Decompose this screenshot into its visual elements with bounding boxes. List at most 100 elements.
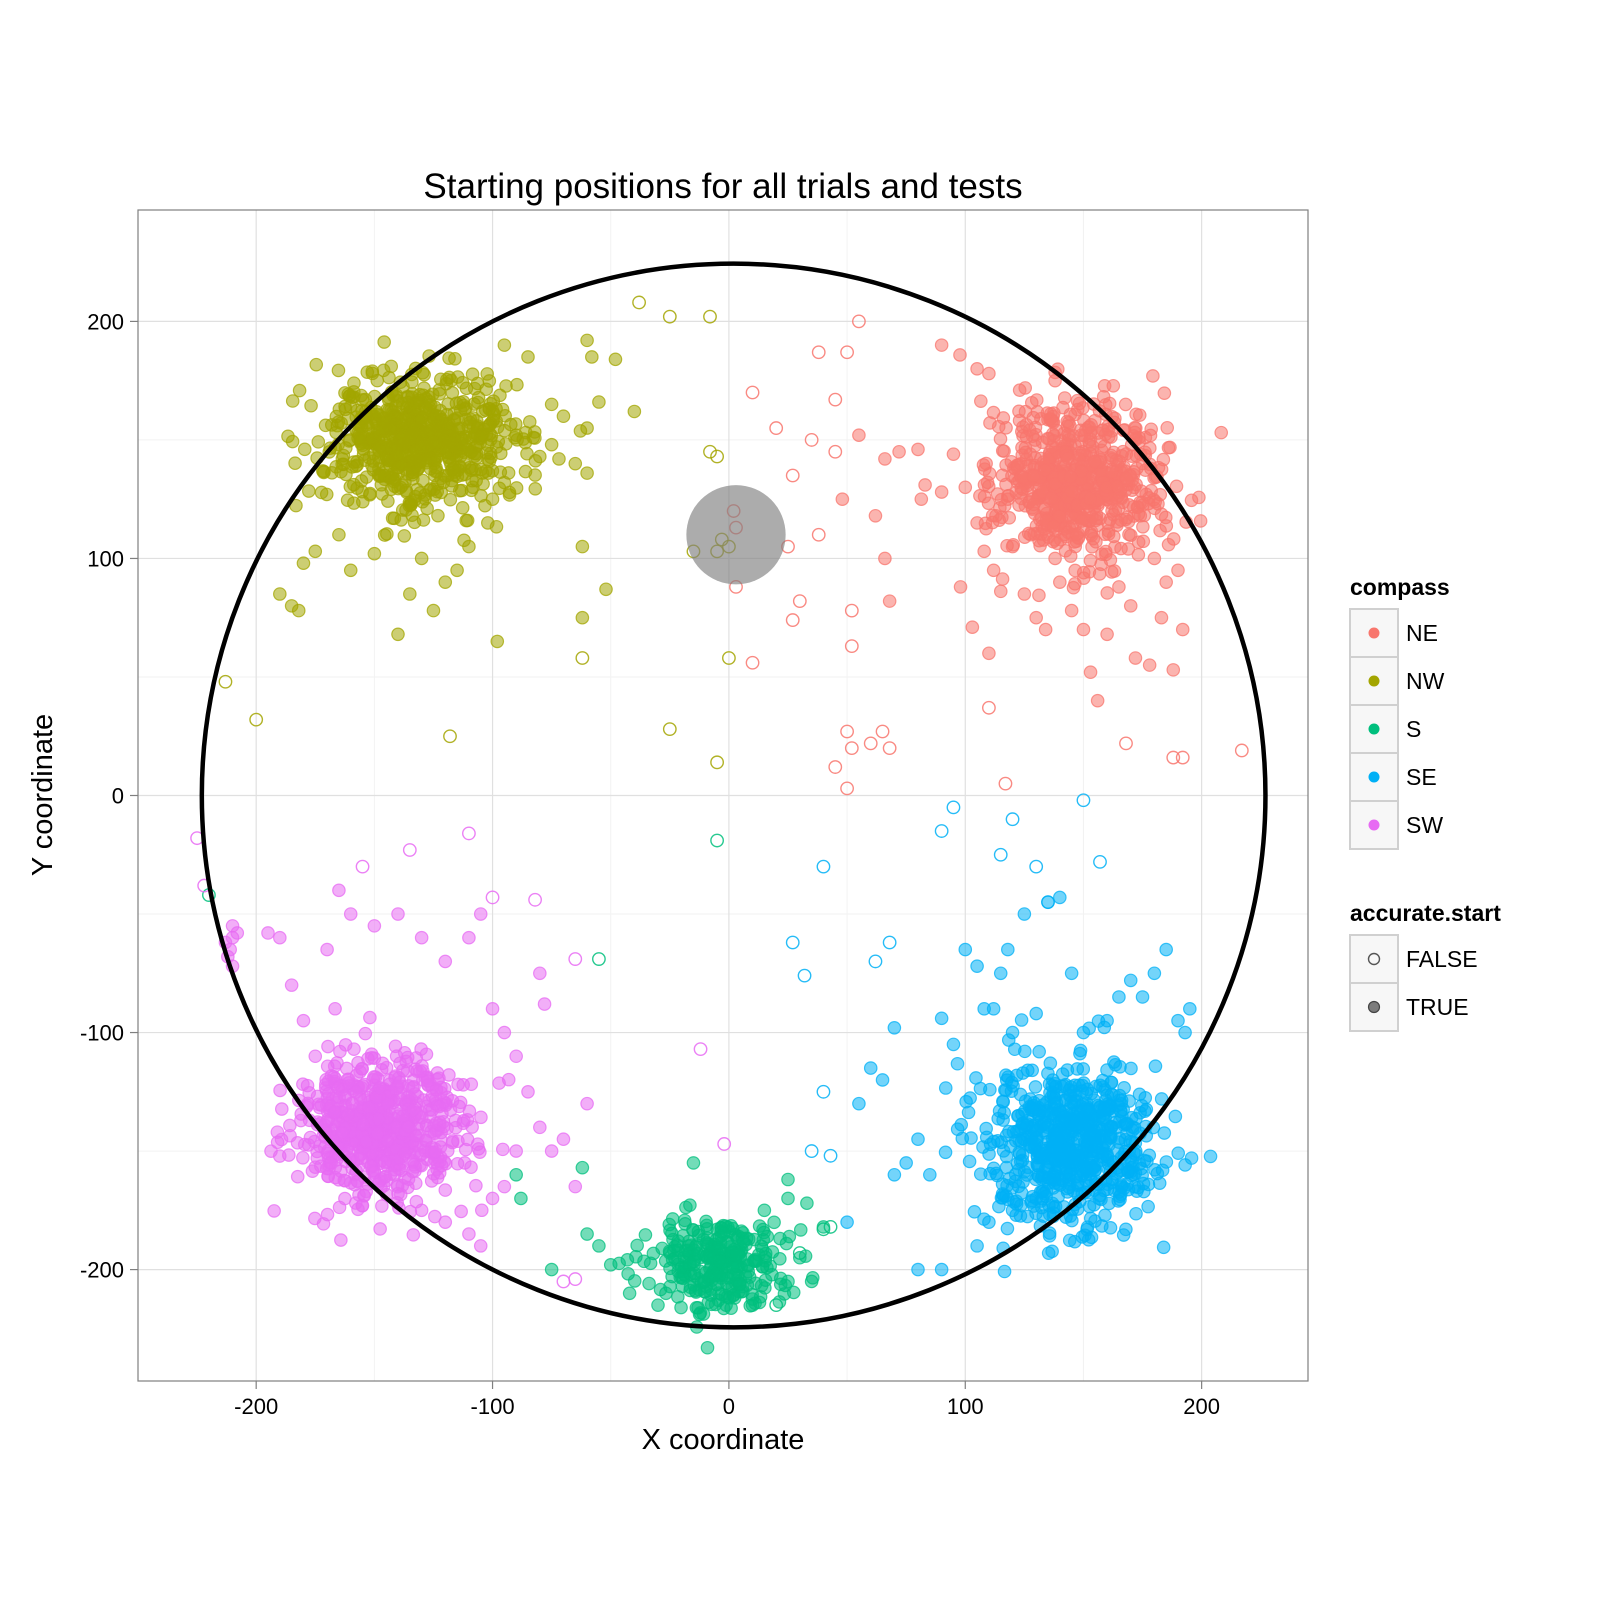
series-ne [726,314,1249,796]
point-accurate [1184,1151,1199,1165]
point-accurate [426,603,441,618]
point-accurate [395,400,410,415]
point-accurate [1062,1233,1077,1248]
point-inaccurate [717,1137,732,1151]
point-accurate [1114,1187,1128,1202]
point-accurate [528,468,542,482]
point-accurate [1047,533,1062,547]
point-accurate [509,428,523,442]
point-accurate [620,1253,635,1267]
point-accurate [977,544,991,559]
point-accurate [585,350,599,364]
point-accurate [492,1076,506,1090]
point-accurate [414,551,429,566]
point-accurate [1018,1094,1033,1109]
series-se [785,793,1218,1279]
point-accurate [282,1148,296,1162]
point-inaccurate [785,468,800,483]
point-accurate [414,1042,428,1056]
point-accurate [1214,425,1229,440]
point-accurate [918,478,932,492]
point-accurate [703,1250,718,1265]
x-tick-label: 100 [947,1394,984,1419]
point-accurate [724,1301,738,1316]
point-accurate [1032,588,1046,603]
point-accurate [983,1082,997,1097]
point-accurate [643,1256,658,1271]
point-accurate [1159,942,1173,957]
point-inaccurate [882,741,897,755]
point-inaccurate [840,724,854,739]
point-accurate [378,1155,392,1170]
point-accurate [757,1203,772,1218]
point-accurate [376,363,391,378]
point-accurate [1171,1146,1186,1160]
point-accurate [1020,1063,1035,1078]
point-accurate [934,1011,949,1026]
point-accurate [989,508,1003,523]
point-accurate [371,1112,386,1126]
point-accurate [361,1100,376,1114]
point-inaccurate [844,639,859,654]
point-accurate [380,527,394,541]
point-accurate [454,483,469,498]
point-accurate [1016,420,1030,434]
point-accurate [1069,528,1084,542]
point-accurate [1093,1153,1108,1167]
point-accurate [1132,408,1147,422]
legend: compass NE NW S SE SW accurate.start FALSE TRUE [1349,574,1501,1032]
point-accurate [651,1298,665,1312]
point-accurate [1031,1159,1046,1173]
point-accurate [1063,407,1078,422]
point-accurate [292,383,307,398]
point-accurate [495,1142,510,1157]
point-accurate [366,463,381,477]
point-accurate [375,1199,389,1213]
point-accurate [1160,420,1175,435]
point-accurate [1184,493,1199,508]
point-accurate [1157,1126,1172,1140]
point-inaccurate [568,952,583,966]
point-accurate [406,1103,421,1117]
point-accurate [899,1156,913,1170]
point-accurate [370,373,385,388]
point-accurate [393,1075,407,1089]
legend-swatch [1368,723,1380,735]
point-inaccurate [1005,812,1020,827]
point-accurate [332,527,346,542]
point-accurate [1168,1109,1183,1124]
point-accurate [592,1239,606,1253]
points-layer [190,295,1249,1355]
point-accurate [756,1222,770,1237]
point-accurate [748,1254,763,1268]
point-accurate [1000,1221,1015,1236]
point-accurate [1135,1168,1149,1182]
point-accurate [401,1120,416,1134]
point-accurate [474,1203,489,1218]
point-accurate [341,1076,356,1090]
legend-title: accurate.start [1350,900,1501,926]
point-accurate [400,1050,415,1065]
point-accurate [603,1258,618,1272]
point-accurate [430,464,444,479]
point-accurate [1118,1132,1132,1147]
point-accurate [779,1236,794,1251]
point-accurate [712,1286,726,1300]
point-accurate [372,1081,387,1095]
point-accurate [911,1132,925,1147]
point-accurate [367,1070,381,1084]
point-accurate [1076,1025,1091,1040]
point-accurate [1020,1209,1035,1224]
point-accurate [997,1106,1012,1120]
point-accurate [1064,1095,1079,1110]
point-accurate [793,1250,807,1265]
point-inaccurate [402,843,417,857]
point-accurate [438,575,453,589]
point-inaccurate [745,385,760,400]
point-accurate [1047,1170,1061,1184]
point-accurate [337,1088,352,1103]
point-accurate [580,1096,594,1111]
point-accurate [970,362,984,376]
point-accurate [1017,907,1032,921]
point-accurate [485,1002,500,1016]
